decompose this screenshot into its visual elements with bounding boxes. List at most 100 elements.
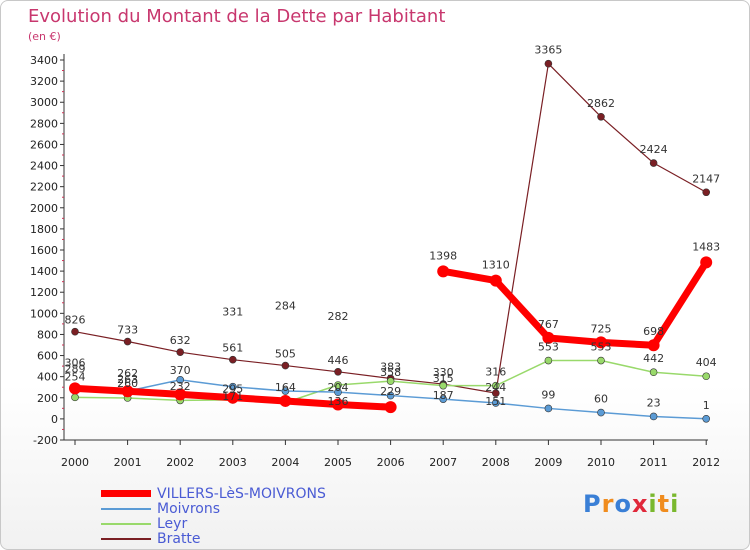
data-label: 306 [65, 357, 86, 370]
data-point [700, 256, 713, 269]
data-label: 229 [380, 385, 401, 398]
data-label: 553 [538, 341, 559, 354]
y-tick-label: 3200 [30, 75, 58, 88]
data-label: 2862 [587, 97, 615, 110]
data-label: 1 [703, 399, 710, 412]
legend-label-leyr: Leyr [157, 515, 188, 532]
data-label: 244 [485, 381, 506, 394]
data-label: 254 [65, 371, 86, 384]
x-tick-label: 2010 [587, 456, 615, 469]
data-point [544, 356, 553, 365]
data-point [595, 336, 607, 349]
data-point [489, 274, 502, 287]
data-label: 698 [643, 325, 664, 338]
legend-item-leyr: Leyr [101, 515, 326, 532]
logo-letter: o [614, 490, 632, 518]
data-point [437, 265, 450, 278]
data-point [281, 361, 290, 370]
data-point [174, 388, 187, 401]
data-label: 1398 [429, 249, 457, 262]
data-point [386, 391, 395, 400]
data-point [384, 401, 397, 414]
y-tick-label: 2600 [30, 138, 58, 151]
data-point [597, 356, 605, 365]
data-label: 171 [222, 390, 243, 403]
y-tick-label: 2000 [30, 202, 58, 215]
data-label: 632 [170, 334, 191, 347]
data-label: 282 [328, 310, 349, 323]
data-label: 733 [117, 324, 138, 337]
data-point [332, 398, 344, 411]
data-point [121, 385, 134, 398]
data-point [649, 412, 658, 421]
data-point [544, 59, 553, 68]
y-tick-label: 1000 [30, 307, 58, 320]
series-line [439, 258, 710, 349]
data-point [176, 376, 184, 384]
data-label: 767 [538, 318, 559, 331]
legend-swatch-villers [101, 490, 151, 497]
data-label: 725 [591, 322, 612, 335]
data-label: 331 [222, 306, 243, 319]
data-point [279, 394, 292, 407]
data-point [386, 377, 395, 385]
data-label: 60 [594, 393, 608, 406]
chart-title: Evolution du Montant de la Dette par Hab… [28, 6, 446, 27]
legend-swatch-leyr [101, 522, 151, 525]
data-point [439, 395, 448, 403]
data-point [226, 391, 239, 404]
data-point [597, 112, 605, 121]
x-tick-label: 2000 [61, 456, 89, 469]
chart-subtitle: (en €) [28, 30, 61, 43]
data-label: 442 [643, 352, 664, 365]
data-point [542, 331, 555, 344]
data-point [647, 339, 660, 352]
x-tick-label: 2002 [166, 456, 194, 469]
data-label: 284 [275, 300, 296, 313]
data-label: 204 [328, 381, 349, 394]
logo-letter: x [631, 490, 649, 518]
data-label: 1310 [482, 259, 510, 272]
y-tick-label: 3000 [30, 96, 58, 109]
x-tick-label: 2008 [482, 456, 510, 469]
data-label: 446 [328, 354, 349, 367]
data-label: 505 [275, 348, 296, 361]
legend-item-bratte: Bratte [101, 531, 326, 547]
data-point [491, 389, 500, 397]
y-tick-label: 2200 [30, 181, 58, 194]
data-label: 370 [170, 364, 191, 377]
legend-item-moivrons: Moivrons [101, 500, 326, 517]
legend-item-villers: VILLERS-LèS-MOIVRONS [101, 486, 326, 502]
data-label: 2147 [692, 172, 720, 185]
y-tick-label: 1400 [30, 265, 58, 278]
y-tick-label: -200 [33, 434, 58, 447]
data-point [702, 414, 711, 423]
data-label: 404 [696, 356, 717, 369]
data-point [176, 348, 184, 356]
data-point [123, 337, 132, 346]
y-tick-label: 600 [37, 350, 58, 363]
y-tick-label: 2800 [30, 117, 58, 130]
data-label: 2424 [640, 143, 668, 156]
data-label: 3365 [534, 44, 562, 57]
data-label: 1483 [692, 240, 720, 253]
legend-label-moivrons: Moivrons [157, 500, 220, 517]
x-tick-label: 2012 [692, 456, 720, 469]
data-point [702, 188, 711, 197]
x-tick-label: 2001 [114, 456, 142, 469]
data-label: 316 [485, 366, 506, 379]
data-label: 136 [328, 395, 349, 408]
data-label: 315 [433, 372, 454, 385]
data-point [649, 368, 658, 377]
data-label: 23 [647, 396, 661, 409]
data-point [334, 388, 342, 396]
x-tick-label: 2006 [377, 456, 405, 469]
x-tick-label: 2003 [219, 456, 247, 469]
legend-swatch-bratte [101, 537, 151, 540]
data-label: 553 [591, 341, 612, 354]
y-tick-label: 1800 [30, 223, 58, 236]
data-point [597, 408, 605, 417]
data-label: 260 [117, 377, 138, 390]
